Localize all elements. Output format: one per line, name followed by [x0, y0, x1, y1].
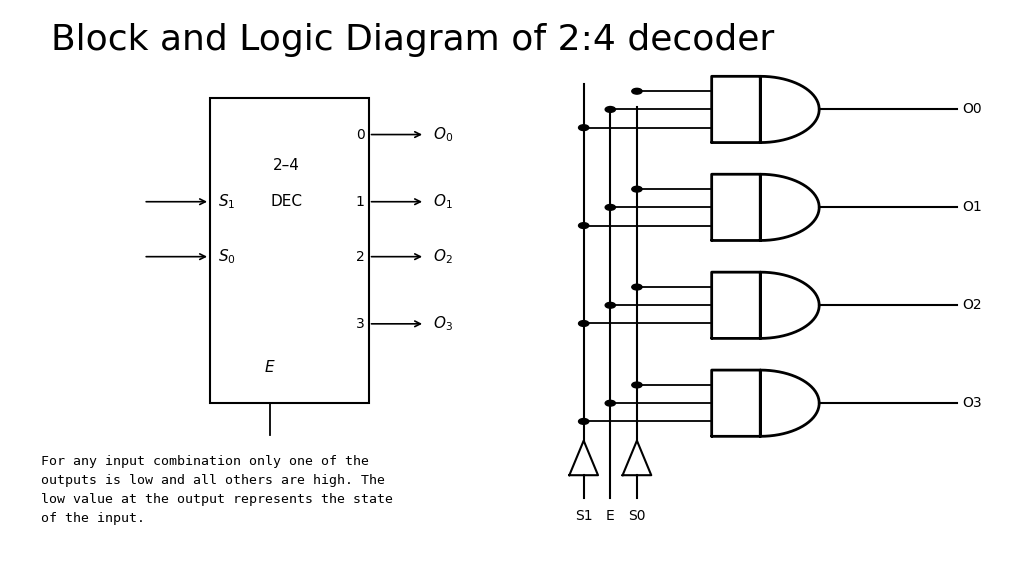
Bar: [210, 98, 369, 403]
Circle shape: [632, 88, 642, 94]
Text: O0: O0: [963, 103, 982, 116]
Text: DEC: DEC: [270, 194, 302, 209]
Text: For any input combination only one of the
outputs is low and all others are high: For any input combination only one of th…: [41, 455, 393, 525]
Text: $O_0$: $O_0$: [433, 125, 454, 144]
Text: $S_0$: $S_0$: [218, 247, 236, 266]
Text: $O_3$: $O_3$: [433, 314, 453, 333]
Circle shape: [632, 382, 642, 388]
Text: O2: O2: [963, 298, 982, 312]
Circle shape: [605, 204, 615, 210]
Text: Block and Logic Diagram of 2:4 decoder: Block and Logic Diagram of 2:4 decoder: [51, 23, 774, 57]
Text: O3: O3: [963, 396, 982, 410]
Text: S1: S1: [574, 509, 593, 522]
Text: $O_2$: $O_2$: [433, 247, 453, 266]
Circle shape: [605, 400, 615, 406]
Text: 3: 3: [355, 317, 365, 331]
Text: 1: 1: [355, 195, 365, 209]
Circle shape: [632, 186, 642, 192]
Circle shape: [579, 321, 589, 327]
Circle shape: [605, 107, 615, 112]
Text: 2–4: 2–4: [272, 158, 300, 173]
Text: $E$: $E$: [264, 359, 276, 374]
Circle shape: [579, 223, 589, 229]
Text: E: E: [606, 509, 614, 522]
Circle shape: [605, 302, 615, 308]
Text: $S_1$: $S_1$: [218, 192, 236, 211]
Text: O1: O1: [963, 200, 982, 214]
Text: $O_1$: $O_1$: [433, 192, 453, 211]
Text: 2: 2: [355, 249, 365, 264]
Circle shape: [579, 125, 589, 131]
Text: S0: S0: [628, 509, 646, 522]
Text: 0: 0: [355, 127, 365, 142]
Circle shape: [632, 284, 642, 290]
Circle shape: [579, 419, 589, 425]
